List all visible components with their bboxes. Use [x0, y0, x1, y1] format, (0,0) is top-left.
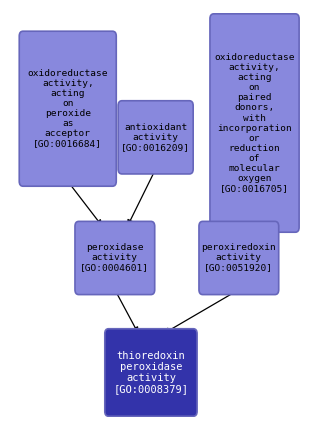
FancyBboxPatch shape [118, 101, 193, 174]
FancyBboxPatch shape [210, 14, 299, 232]
FancyBboxPatch shape [75, 222, 155, 295]
Text: oxidoreductase
activity,
acting
on
paired
donors,
with
incorporation
or
reductio: oxidoreductase activity, acting on paire… [214, 53, 295, 193]
FancyBboxPatch shape [199, 222, 279, 295]
Text: peroxidase
activity
[GO:0004601]: peroxidase activity [GO:0004601] [80, 243, 149, 273]
Text: antioxidant
activity
[GO:0016209]: antioxidant activity [GO:0016209] [121, 123, 190, 152]
Text: peroxiredoxin
activity
[GO:0051920]: peroxiredoxin activity [GO:0051920] [201, 243, 276, 273]
Text: oxidoreductase
activity,
acting
on
peroxide
as
acceptor
[GO:0016684]: oxidoreductase activity, acting on perox… [27, 69, 108, 148]
Text: thioredoxin
peroxidase
activity
[GO:0008379]: thioredoxin peroxidase activity [GO:0008… [113, 351, 188, 394]
FancyBboxPatch shape [105, 329, 197, 416]
FancyBboxPatch shape [19, 31, 116, 186]
